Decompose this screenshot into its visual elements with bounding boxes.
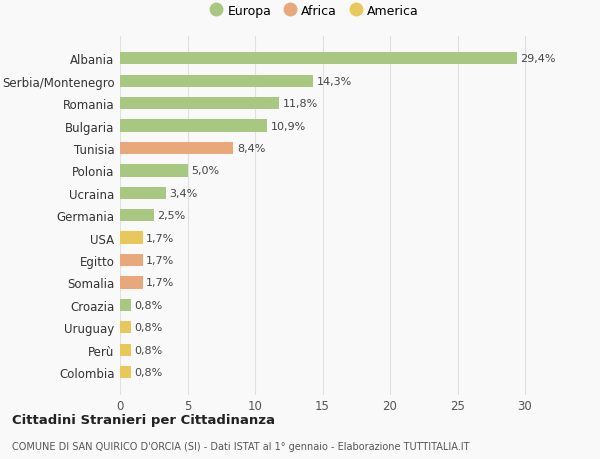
Text: Cittadini Stranieri per Cittadinanza: Cittadini Stranieri per Cittadinanza [12,413,275,426]
Bar [120,53,517,65]
Text: 0,8%: 0,8% [134,367,163,377]
Bar [120,142,233,155]
Bar [120,232,143,244]
Bar [120,254,143,267]
Bar [120,210,154,222]
Text: 14,3%: 14,3% [316,77,352,86]
Bar [120,277,143,289]
Bar [120,366,131,379]
Text: 0,8%: 0,8% [134,345,163,355]
Bar [120,344,131,356]
Text: 5,0%: 5,0% [191,166,219,176]
Bar [120,75,313,88]
Bar [120,165,187,177]
Text: 2,5%: 2,5% [157,211,185,221]
Bar [120,187,166,200]
Bar [120,120,267,132]
Text: 11,8%: 11,8% [283,99,318,109]
Text: 3,4%: 3,4% [169,188,197,198]
Text: 1,7%: 1,7% [146,256,175,265]
Text: 10,9%: 10,9% [271,121,306,131]
Text: 1,7%: 1,7% [146,278,175,288]
Bar [120,98,280,110]
Bar [120,321,131,334]
Text: 29,4%: 29,4% [520,54,556,64]
Text: 8,4%: 8,4% [237,144,265,154]
Text: 0,8%: 0,8% [134,300,163,310]
Text: 0,8%: 0,8% [134,323,163,333]
Text: 1,7%: 1,7% [146,233,175,243]
Text: COMUNE DI SAN QUIRICO D'ORCIA (SI) - Dati ISTAT al 1° gennaio - Elaborazione TUT: COMUNE DI SAN QUIRICO D'ORCIA (SI) - Dat… [12,441,470,451]
Legend: Europa, Africa, America: Europa, Africa, America [205,0,424,23]
Bar [120,299,131,311]
